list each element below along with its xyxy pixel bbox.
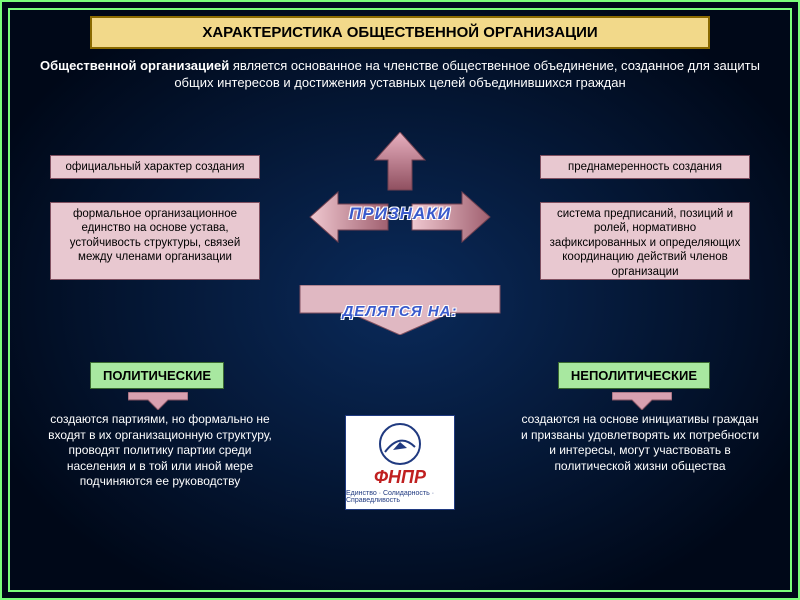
feature-box-1: официальный характер создания — [50, 155, 260, 179]
small-down-arrow-left — [128, 392, 188, 410]
center-label: ПРИЗНАКИ — [349, 204, 451, 224]
logo-emblem — [365, 422, 435, 467]
feature-box-3: преднамеренность создания — [540, 155, 750, 179]
definition-rest: является основанное на членстве обществе… — [174, 58, 760, 90]
slide-frame: ХАРАКТЕРИСТИКА ОБЩЕСТВЕННОЙ ОРГАНИЗАЦИИ … — [8, 8, 792, 592]
slide-title: ХАРАКТЕРИСТИКА ОБЩЕСТВЕННОЙ ОРГАНИЗАЦИИ — [90, 16, 710, 49]
feature-box-2: формальное организационное единство на о… — [50, 202, 260, 280]
feature-box-4: система предписаний, позиций и ролей, но… — [540, 202, 750, 280]
fnpr-logo: ФНПР Единство · Солидарность · Справедли… — [345, 415, 455, 510]
category-political: ПОЛИТИЧЕСКИЕ — [90, 362, 224, 389]
category-nonpolitical: НЕПОЛИТИЧЕСКИЕ — [558, 362, 710, 389]
divides-label: ДЕЛЯТСЯ НА: — [342, 303, 457, 320]
definition-bold: Общественной организацией — [40, 58, 229, 73]
nonpolitical-description: создаются на основе инициативы граждан и… — [520, 412, 760, 474]
definition-text: Общественной организацией является основ… — [30, 58, 770, 92]
logo-subtitle: Единство · Солидарность · Справедливость — [346, 490, 454, 504]
logo-text: ФНПР — [374, 467, 426, 488]
small-down-arrow-right — [612, 392, 672, 410]
political-description: создаются партиями, но формально не вход… — [40, 412, 280, 490]
